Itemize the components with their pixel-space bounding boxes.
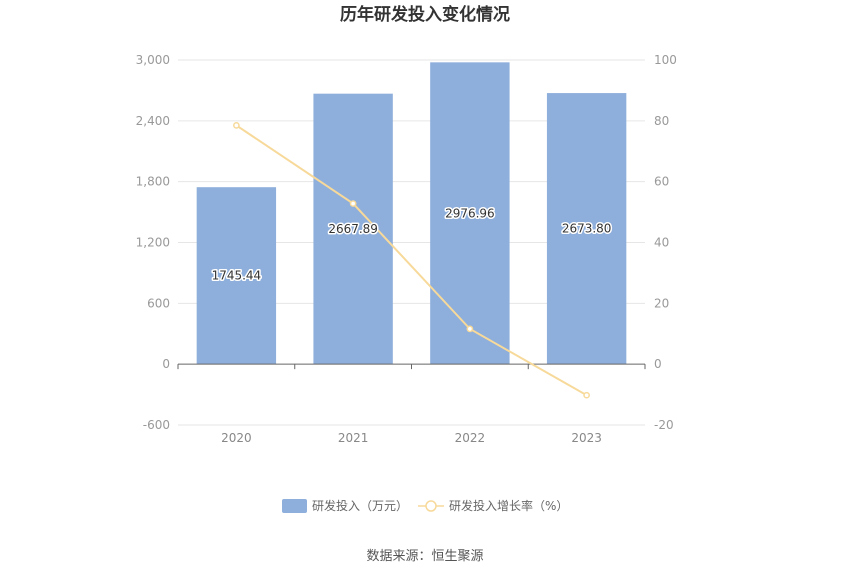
legend: 研发投入（万元） 研发投入增长率（%） [282,498,568,513]
bar-value-label-2020: 1745.44 [212,269,262,283]
right-y-tick-label: 0 [654,357,662,371]
right-y-tick-label: 80 [654,114,669,128]
left-y-tick-label: 600 [147,296,170,310]
right-y-tick-label: 20 [654,296,669,310]
bar-2020 [196,187,277,365]
right-y-tick-label: 60 [654,175,669,189]
bar-value-label-2021: 2667.89 [328,222,378,236]
growth-point-2023 [583,391,590,399]
legend-line-label: 研发投入增长率（%） [449,498,568,513]
x-tick-label-2022: 2022 [455,431,486,445]
bar-2021 [313,93,393,365]
growth-point-2021 [349,200,357,207]
left-y-axis: -600 0 600 1,200 1,800 2,400 3,000 [136,53,170,432]
legend-bar-label: 研发投入（万元） [312,498,408,513]
bar-2022 [430,62,510,365]
chart-title: 历年研发投入变化情况 [340,4,510,25]
left-y-tick-label: 2,400 [136,114,170,128]
bar-value-label-2023: 2673.80 [562,222,612,236]
x-tick-label-2023: 2023 [571,431,602,445]
right-y-tick-label: 40 [654,236,669,250]
bar-2023 [546,93,627,365]
legend-bar-swatch [282,499,307,513]
left-y-tick-label: -600 [143,418,170,432]
legend-line-marker [425,500,437,512]
x-axis: 2020 2021 2022 2023 [177,364,646,445]
x-tick-label-2020: 2020 [221,431,252,445]
left-y-tick-label: 1,800 [136,175,170,189]
right-y-axis: -20 0 20 40 60 80 100 [654,53,677,432]
growth-line-series [233,122,590,399]
right-y-tick-label: -20 [654,418,674,432]
growth-point-2020 [233,122,240,129]
left-y-tick-label: 0 [162,357,170,371]
bar-data-labels: 1745.44 2667.89 2976.96 2673.80 [210,205,613,284]
x-tick-label-2021: 2021 [338,431,369,445]
bar-value-label-2022: 2976.96 [445,206,495,220]
bar-series [196,62,627,365]
left-y-tick-label: 1,200 [136,236,170,250]
growth-line [235,124,588,397]
growth-point-2022 [466,325,474,333]
data-source: 数据来源：恒生聚源 [366,549,483,564]
left-y-tick-label: 3,000 [136,53,170,67]
right-y-tick-label: 100 [654,53,677,67]
